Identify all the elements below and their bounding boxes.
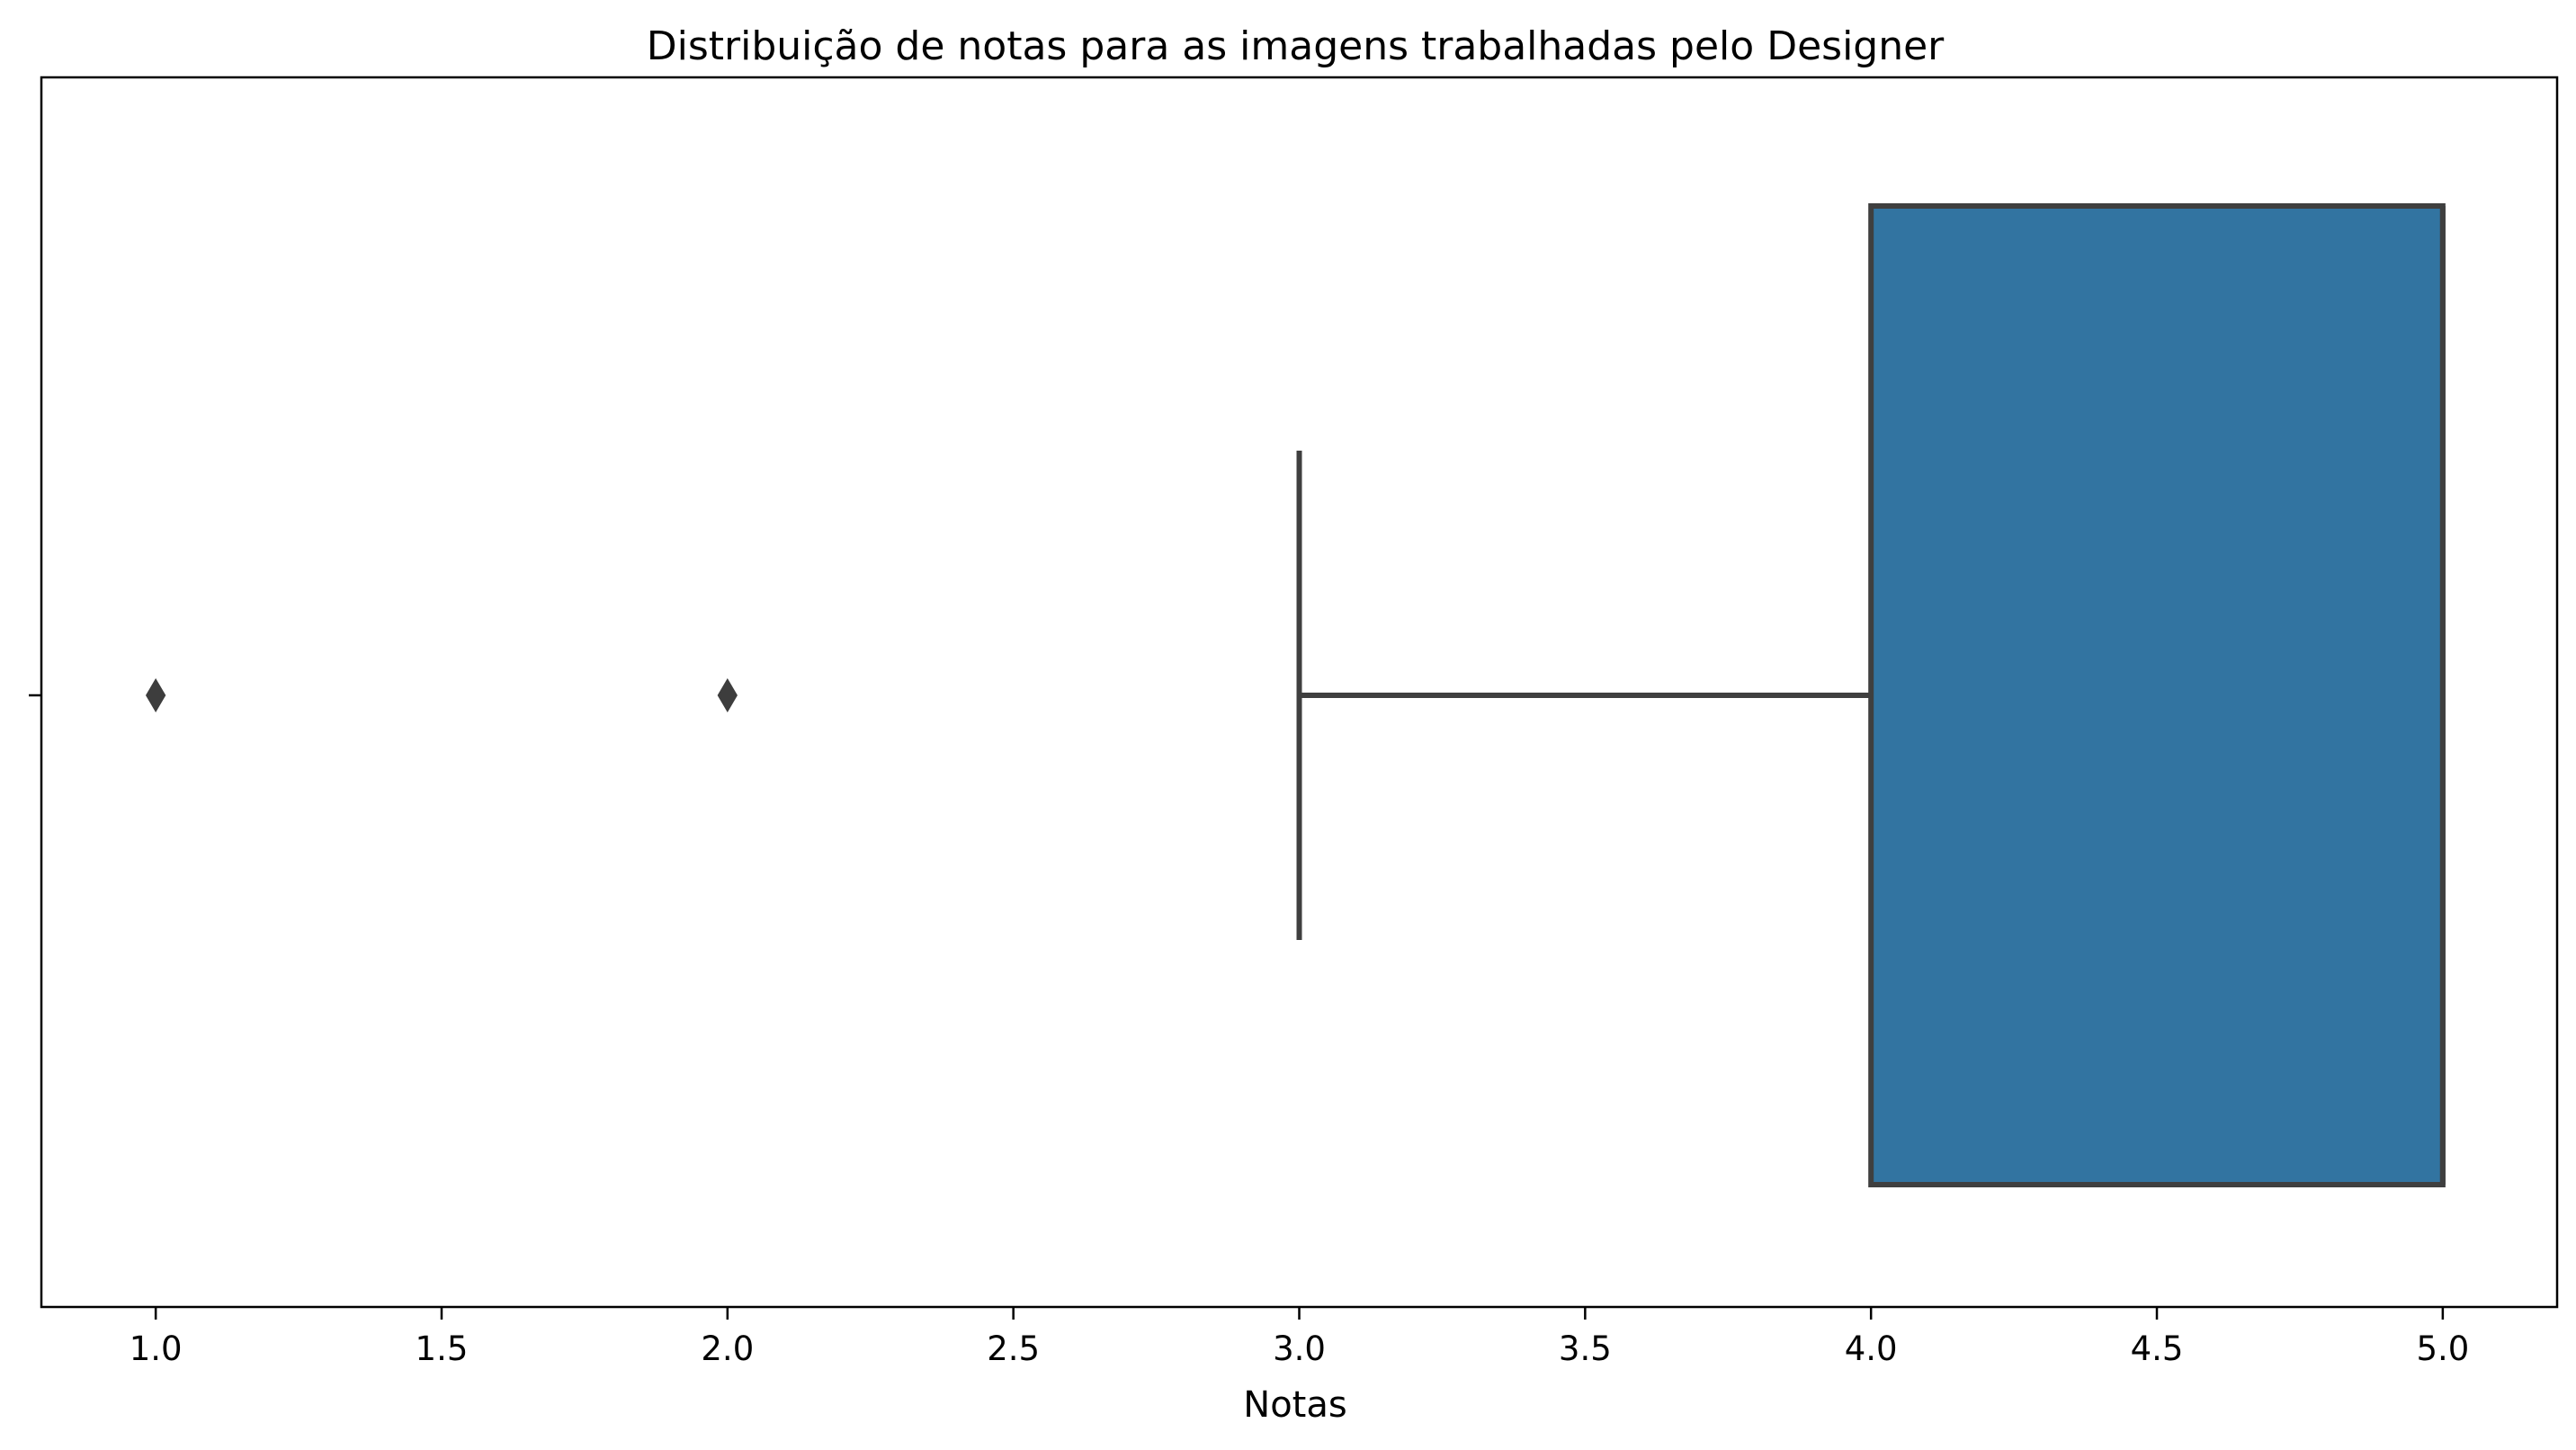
x-tick-label-1.0: 1.0 <box>130 1329 183 1368</box>
x-tick-label-1.5: 1.5 <box>416 1329 469 1368</box>
x-axis-label: Notas <box>1243 1384 1346 1426</box>
iqr-box <box>1868 203 2446 1187</box>
x-tick-label-3.0: 3.0 <box>1273 1329 1326 1368</box>
x-tick-label-4.5: 4.5 <box>2131 1329 2184 1368</box>
x-tick-label-3.5: 3.5 <box>1559 1329 1612 1368</box>
plot-area: 1.0 1.5 2.0 2.5 3.0 3.5 4.0 4.5 5.0 <box>29 76 2559 1368</box>
x-tick-label-5.0: 5.0 <box>2416 1329 2469 1368</box>
outlier-point-2 <box>717 678 738 712</box>
x-tick-label-4.0: 4.0 <box>1845 1329 1898 1368</box>
x-tick-label-2.5: 2.5 <box>987 1329 1040 1368</box>
x-tick-label-2.0: 2.0 <box>701 1329 754 1368</box>
outlier-point-1 <box>145 678 166 712</box>
chart-title: Distribuição de notas para as imagens tr… <box>647 23 1945 69</box>
